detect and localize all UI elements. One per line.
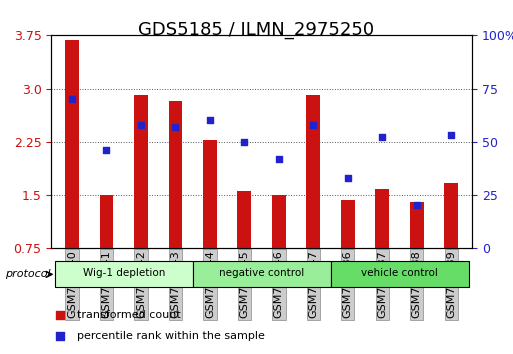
Point bbox=[344, 175, 352, 181]
Bar bbox=[169, 101, 182, 248]
Point bbox=[68, 96, 76, 102]
Text: protocol: protocol bbox=[5, 269, 51, 279]
Bar bbox=[134, 95, 148, 248]
Bar bbox=[65, 40, 79, 248]
Bar bbox=[376, 189, 389, 248]
Point bbox=[137, 122, 145, 127]
Text: transformed count: transformed count bbox=[76, 310, 180, 320]
Bar bbox=[238, 191, 251, 248]
FancyBboxPatch shape bbox=[330, 261, 468, 287]
Point bbox=[206, 118, 214, 123]
Bar bbox=[306, 95, 320, 248]
Bar bbox=[444, 183, 458, 248]
FancyBboxPatch shape bbox=[193, 261, 330, 287]
FancyBboxPatch shape bbox=[55, 261, 193, 287]
Bar bbox=[272, 195, 286, 248]
Point bbox=[447, 132, 456, 138]
Point bbox=[55, 312, 64, 318]
Point bbox=[103, 147, 111, 153]
Point bbox=[240, 139, 248, 144]
Text: Wig-1 depletion: Wig-1 depletion bbox=[83, 268, 165, 279]
Text: GDS5185 / ILMN_2975250: GDS5185 / ILMN_2975250 bbox=[139, 21, 374, 39]
Text: vehicle control: vehicle control bbox=[361, 268, 438, 279]
Text: negative control: negative control bbox=[219, 268, 304, 279]
Bar bbox=[341, 200, 354, 248]
Point bbox=[378, 135, 386, 140]
Text: percentile rank within the sample: percentile rank within the sample bbox=[76, 331, 264, 341]
Bar bbox=[203, 140, 217, 248]
Bar bbox=[100, 195, 113, 248]
Point bbox=[55, 333, 64, 339]
Point bbox=[309, 122, 318, 127]
Point bbox=[171, 124, 180, 130]
Bar bbox=[410, 202, 424, 248]
Point bbox=[275, 156, 283, 161]
Point bbox=[412, 202, 421, 208]
